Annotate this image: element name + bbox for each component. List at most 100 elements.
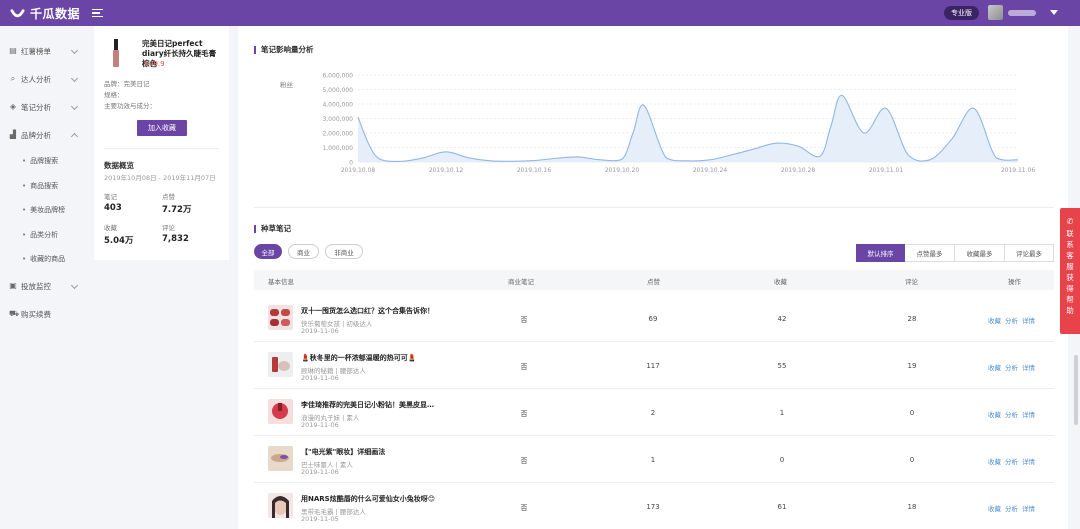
note-title[interactable]: 💄秋冬里的一杯浓郁温暖的热可可💄 (301, 354, 417, 362)
note-favs: 1 (779, 409, 785, 417)
chart-icon: ▟ (9, 130, 17, 139)
sort-group: 默认排序 点赞最多 收藏最多 评论最多 (856, 244, 1054, 262)
stat-label: 收藏 (104, 224, 117, 232)
sort-comments-button[interactable]: 评论最多 (1005, 244, 1054, 262)
sort-favs-button[interactable]: 收藏最多 (955, 244, 1005, 262)
product-price: ￥49.9 (142, 60, 165, 68)
sidebar-item-label: 红薯榜单 (21, 46, 51, 56)
sort-likes-button[interactable]: 点赞最多 (905, 244, 955, 262)
product-spec: 规格： (104, 91, 124, 99)
sidebar-item-notes[interactable]: ◈ 笔记分析 (9, 100, 79, 114)
influence-chart: 6,000,000 5,000,000 4,000,000 3,000,000 2,00… (322, 73, 1035, 175)
note-commercial: 否 (520, 410, 528, 418)
caret-down-icon[interactable] (1050, 10, 1058, 15)
note-commercial: 否 (520, 457, 528, 465)
table-row[interactable]: 用NARS炫酷唇的什么可爱仙女小兔妆呀😊 黑带毛毛霸 | 腰部达人 2019-1… (254, 483, 1054, 529)
note-title[interactable]: 李佳琦推荐的完美日记小粉钻！美黑皮显… (301, 401, 434, 409)
note-comments: 19 (907, 362, 917, 370)
stat-value: 7,832 (162, 234, 189, 244)
note-commercial: 否 (520, 363, 528, 371)
menu-toggle-icon[interactable] (92, 8, 104, 18)
table-row[interactable]: 双十一囤货怎么选口红？这个合集告诉你！ 快乐葡萄女孩 | 初级达人 2019-1… (254, 295, 1054, 342)
analyze-link[interactable]: 分析 (1005, 364, 1018, 372)
detail-link[interactable]: 详情 (1022, 364, 1035, 372)
filter-noncommercial-button[interactable]: 非商业 (325, 244, 363, 259)
note-icon: ◈ (9, 102, 17, 111)
favorite-link[interactable]: 收藏 (988, 505, 1001, 513)
y-tick-label: 3,000,000 (322, 116, 353, 123)
note-title[interactable]: 双十一囤货怎么选口红？这个合集告诉你！ (301, 307, 434, 315)
note-author: 浪漫的丸子妹 | 素人 (301, 414, 360, 422)
favorite-link[interactable]: 收藏 (988, 458, 1001, 466)
sidebar-subitem-product-search[interactable]: 商品搜索 (22, 180, 58, 192)
product-name: 完美日记perfect diary纤长持久睫毛膏 棕色 (142, 39, 217, 68)
y-tick-label: 4,000,000 (322, 102, 353, 109)
sidebar-item-influencer[interactable]: ⌕ 达人分析 (9, 72, 79, 86)
note-thumbnail (268, 399, 293, 424)
note-title[interactable]: 【"电光紫"眼妆】详细画法 (301, 448, 386, 456)
sidebar-subitem-beauty-ranking[interactable]: 美妆品牌榜 (22, 204, 65, 216)
y-tick-label: 0 (349, 160, 353, 167)
contact-support-button[interactable]: ✆ 联系客服获得帮助 (1060, 208, 1080, 334)
divider (104, 148, 219, 149)
table-header: 基本信息 商业笔记 点赞 收藏 评论 操作 (254, 270, 1054, 290)
note-thumbnail (268, 446, 293, 471)
list-icon: ▤ (9, 46, 17, 55)
detail-link[interactable]: 详情 (1022, 505, 1035, 513)
note-comments: 28 (907, 315, 917, 323)
detail-link[interactable]: 详情 (1022, 411, 1035, 419)
y-tick-label: 5,000,000 (322, 87, 353, 94)
add-favorite-button[interactable]: 加入收藏 (137, 120, 187, 136)
note-commercial: 否 (520, 316, 528, 324)
sidebar-subitem-brand-search[interactable]: 品牌搜索 (22, 155, 58, 167)
chevron-down-icon (70, 46, 79, 55)
sidebar-item-label: 购买续费 (21, 309, 51, 319)
sidebar-item-brand[interactable]: ▟ 品牌分析 (9, 128, 79, 142)
product-card: 完美日记perfect diary纤长持久睫毛膏 棕色 ￥49.9 品牌：完美日… (94, 26, 229, 260)
column-header: 操作 (1008, 278, 1021, 286)
note-date: 2019-11-06 (301, 468, 339, 476)
influence-section-title: 笔记影响量分析 (254, 46, 314, 54)
sidebar-subitem-category[interactable]: 品类分析 (22, 229, 58, 241)
detail-link[interactable]: 详情 (1022, 458, 1035, 466)
logo-icon (10, 8, 25, 17)
sidebar-subitem-favorites[interactable]: 收藏的商品 (22, 253, 65, 265)
product-image (113, 39, 119, 67)
note-commercial: 否 (520, 504, 528, 512)
sort-default-button[interactable]: 默认排序 (856, 244, 905, 262)
sidebar-item-monitor[interactable]: ▣ 投放监控 (9, 279, 79, 293)
scrollbar[interactable] (1074, 355, 1078, 425)
table-row[interactable]: 💄秋冬里的一杯浓郁温暖的热可可💄 顾琳的秘籍 | 腰部达人 2019-11-06… (254, 342, 1054, 389)
favorite-link[interactable]: 收藏 (988, 411, 1001, 419)
divider (254, 207, 1054, 208)
area-fill (358, 95, 1018, 162)
table-row[interactable]: 【"电光紫"眼妆】详细画法 巴士味噩人 | 素人 2019-11-06 否 1 … (254, 436, 1054, 483)
filter-commercial-button[interactable]: 商业 (288, 244, 319, 259)
note-author: 巴士味噩人 | 素人 (301, 461, 353, 469)
analyze-link[interactable]: 分析 (1005, 411, 1018, 419)
chevron-down-icon (70, 74, 79, 83)
favorite-link[interactable]: 收藏 (988, 317, 1001, 325)
avatar[interactable] (988, 5, 1003, 20)
table-row[interactable]: 李佳琦推荐的完美日记小粉钻！美黑皮显… 浪漫的丸子妹 | 素人 2019-11-… (254, 389, 1054, 436)
search-icon: ⌕ (10, 74, 16, 83)
sidebar-item-purchase[interactable]: ⛟ 购买续费 (9, 307, 79, 321)
analyze-link[interactable]: 分析 (1005, 505, 1018, 513)
username-blurred[interactable] (1008, 9, 1036, 16)
note-date: 2019-11-05 (301, 515, 339, 523)
plan-badge: 专业版 (944, 5, 979, 20)
overview-date-range: 2019年10月08日 - 2019年11月07日 (104, 174, 216, 182)
column-header: 点赞 (647, 278, 660, 286)
analyze-link[interactable]: 分析 (1005, 458, 1018, 466)
note-title[interactable]: 用NARS炫酷唇的什么可爱仙女小兔妆呀😊 (301, 495, 436, 503)
cart-icon: ⛟ (9, 309, 20, 318)
note-date: 2019-11-06 (301, 421, 339, 429)
favorite-link[interactable]: 收藏 (988, 364, 1001, 372)
logo[interactable]: 千瓜数据 (10, 5, 80, 22)
note-author: 黑带毛毛霸 | 腰部达人 (301, 508, 366, 516)
sidebar-item-ranking[interactable]: ▤ 红薯榜单 (9, 44, 79, 58)
filter-all-button[interactable]: 全部 (254, 244, 282, 259)
column-header: 收藏 (774, 278, 787, 286)
analyze-link[interactable]: 分析 (1005, 317, 1018, 325)
detail-link[interactable]: 详情 (1022, 317, 1035, 325)
